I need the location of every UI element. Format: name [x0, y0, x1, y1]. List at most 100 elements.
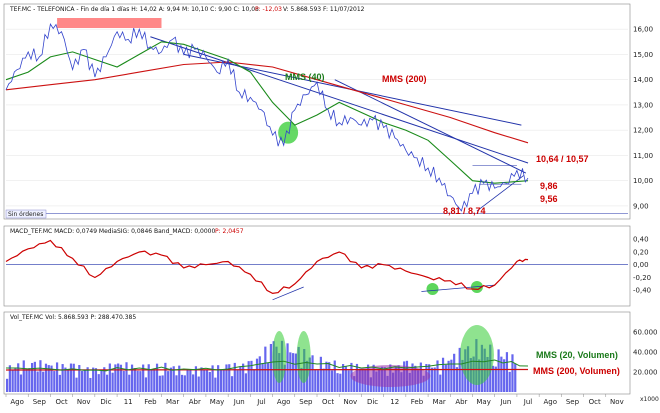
- price-y-tick: 9,00: [633, 202, 649, 210]
- x-tick-label: Oct: [322, 398, 334, 406]
- volume-bar: [189, 369, 192, 392]
- volume-bar: [197, 376, 200, 392]
- volume-bar: [225, 364, 228, 392]
- volume-bar: [122, 370, 125, 392]
- volume-bar: [250, 360, 253, 392]
- volume-bar: [97, 374, 100, 392]
- x-tick-label: Abr: [189, 398, 201, 406]
- volume-bar: [439, 374, 442, 392]
- volume-bar: [311, 355, 314, 392]
- x-tick-label: Mar: [433, 398, 446, 406]
- macd-green-ellipse: [426, 282, 439, 295]
- volume-bar: [267, 362, 270, 392]
- price-header: TEF.MC - TELEFONICA - Fin de día 1 días …: [9, 6, 259, 13]
- macd-y-tick: 0,20: [633, 248, 649, 256]
- volume-bar: [55, 362, 59, 392]
- macd-line: [5, 239, 529, 295]
- x-tick-label: May: [476, 398, 490, 406]
- volume-bar: [6, 378, 9, 392]
- volume-bar: [219, 369, 223, 392]
- volume-y-tick: 20.000: [633, 369, 658, 377]
- volume-bar: [430, 367, 434, 392]
- mms200-line: [5, 61, 529, 144]
- volume-bar: [44, 363, 48, 392]
- x-tick-label: Sep: [33, 398, 47, 406]
- volume-bar: [292, 353, 295, 392]
- x-tick-label: Jul: [523, 398, 533, 406]
- mms40-line: [5, 41, 529, 184]
- volume-bar: [436, 360, 439, 392]
- volume-bar: [228, 364, 231, 392]
- volume-bar: [339, 373, 342, 392]
- macd-y-tick: 0,40: [633, 236, 649, 244]
- volume-bar: [255, 358, 259, 392]
- price-y-tick: 14,00: [633, 76, 653, 84]
- volume-bar: [203, 369, 206, 392]
- trendline: [150, 36, 529, 164]
- volume-bar: [453, 353, 456, 392]
- label-mms40: MMS (40): [285, 72, 325, 82]
- volume-bar: [325, 361, 328, 392]
- price-y-tick: 16,00: [633, 26, 653, 34]
- label-vol-mms20: MMS (20, Volumen): [536, 350, 618, 360]
- volume-bar: [233, 362, 236, 392]
- volume-bar: [175, 375, 178, 392]
- volume-bar: [511, 354, 514, 392]
- volume-bar: [330, 370, 334, 392]
- volume-bar: [133, 368, 136, 392]
- volume-bar: [17, 363, 20, 392]
- price-y-axis: 9,00 10,00 11,00 12,00 13,00 14,00 15,00 16,00: [633, 26, 653, 211]
- volume-bar: [75, 377, 78, 392]
- volume-bar: [150, 369, 153, 392]
- volume-bar: [194, 366, 198, 392]
- price-layer: [5, 18, 628, 214]
- macd-y-tick: -0,20: [633, 274, 651, 282]
- volume-bar: [433, 367, 436, 392]
- volume-bar: [214, 377, 217, 392]
- volume-bar: [294, 353, 297, 392]
- macd-layer: [5, 239, 628, 301]
- volume-bar: [180, 374, 184, 392]
- volume-bar: [208, 371, 211, 392]
- price-panel: [3, 3, 631, 220]
- x-axis: Ago Sep Oct Nov Dic 11 Feb Mar Abr May Jun Jul Ago Se…: [5, 394, 624, 406]
- volume-mms20-line: [6, 359, 529, 372]
- label-level-956: 9,56: [540, 194, 558, 204]
- volume-bar: [78, 365, 81, 392]
- price-y-tick: 13,00: [633, 101, 653, 109]
- label-sin-ordenes: Sin órdenes: [8, 211, 43, 218]
- red-highlight-box: [57, 18, 162, 28]
- volume-bar: [153, 368, 156, 392]
- volume-bar: [111, 372, 114, 392]
- volume-y-axis: 60.000 40.000 20.000: [633, 329, 658, 377]
- x-tick-label: Sep: [566, 398, 580, 406]
- volume-bar: [192, 374, 195, 392]
- volume-bar: [130, 364, 134, 392]
- macd-trendline: [272, 286, 304, 301]
- volume-bar: [119, 364, 123, 392]
- volume-bar: [53, 371, 56, 392]
- volume-bar: [200, 367, 203, 392]
- x-tick-label: May: [210, 398, 224, 406]
- volume-bar: [503, 359, 506, 392]
- volume-bar: [422, 375, 425, 392]
- volume-bar: [242, 363, 245, 392]
- volume-bar: [50, 365, 53, 392]
- volume-bar: [183, 375, 186, 392]
- volume-bar: [205, 369, 209, 392]
- volume-bar: [308, 357, 311, 392]
- volume-bar: [347, 370, 350, 392]
- volume-bar: [142, 364, 145, 392]
- x-tick-label: Ago: [277, 398, 291, 406]
- volume-green-ellipse: [459, 325, 494, 385]
- price-y-tick: 11,00: [633, 152, 653, 160]
- volume-bar: [125, 362, 128, 392]
- volume-bar: [491, 365, 495, 392]
- volume-layer: [5, 325, 529, 392]
- volume-bar: [67, 369, 70, 392]
- volume-bar: [344, 366, 347, 392]
- price-y-tick: 15,00: [633, 51, 653, 59]
- volume-bar: [239, 366, 242, 392]
- volume-bar: [147, 364, 150, 392]
